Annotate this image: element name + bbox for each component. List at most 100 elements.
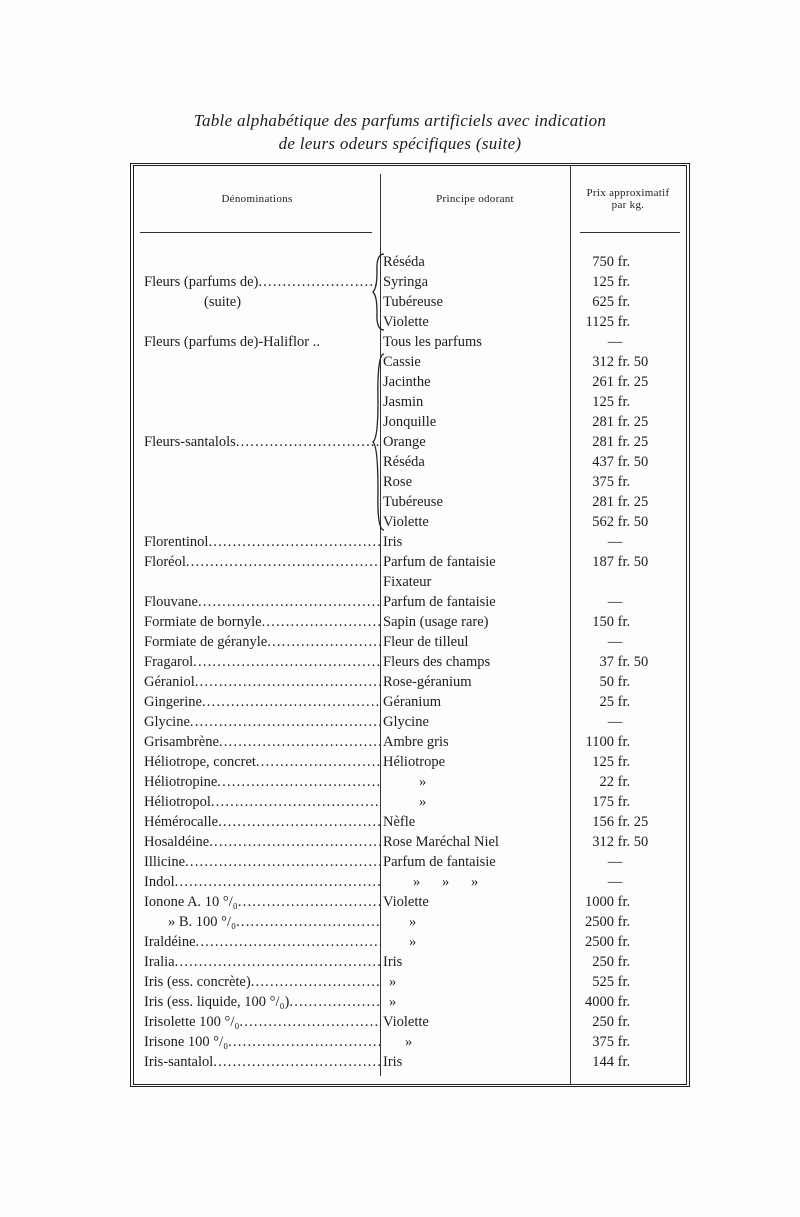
price-amount: 750 <box>592 254 614 270</box>
price-cell: 125 fr. <box>570 272 686 292</box>
price-cell: 750 fr. <box>570 252 686 272</box>
denomination-cell: Iraldéine <box>144 932 380 952</box>
price-cell: 250 fr. <box>570 1012 686 1032</box>
denomination: Héliotropine <box>144 774 218 790</box>
table-row: Violette 1125 fr. <box>134 312 686 332</box>
price-cell: 250 fr. <box>570 952 686 972</box>
table-row: Fleurs-santalols Orange 281 fr. 25 <box>134 432 686 452</box>
denomination: Héliotrope, concret <box>144 754 256 770</box>
table-row: Illicine Parfum de fantaisie — <box>134 852 686 872</box>
table-row: Irisone 100 °/₀ » 375 fr. <box>134 1032 686 1052</box>
price-unit: fr. <box>614 934 631 950</box>
price-unit: fr. 50 <box>614 514 649 530</box>
principle-cell: Syringa <box>383 274 429 290</box>
dot-leader <box>217 772 380 792</box>
principle-cell: » <box>389 994 397 1010</box>
denomination-cell: Irisone 100 °/₀ <box>144 1032 380 1052</box>
denomination: Iris-santalol <box>144 1054 214 1070</box>
price-cell: 156 fr. 25 <box>570 812 686 832</box>
price-unit: fr. <box>614 754 631 770</box>
price-amount: 281 <box>592 414 614 430</box>
price-amount: 22 <box>599 774 615 790</box>
price-cell: 25 fr. <box>570 692 686 712</box>
column-divider <box>570 166 571 1084</box>
denomination-cell: Héliotrope, concret <box>144 752 380 772</box>
price-unit: fr. 25 <box>614 374 649 390</box>
principle-cell: Parfum de fantaisie <box>383 554 496 570</box>
denomination: Irisolette 100 °/₀ <box>144 1014 240 1030</box>
denomination: Irisone 100 °/₀ <box>144 1034 229 1050</box>
table-row: Flouvane Parfum de fantaisie — <box>134 592 686 612</box>
denomination: Grisambrène <box>144 734 219 750</box>
denomination: Flouvane <box>144 594 198 610</box>
price-unit: fr. 25 <box>614 814 649 830</box>
principle-cell: Jacinthe <box>383 374 431 390</box>
price-amount: 150 <box>592 614 614 630</box>
principle-cell: Iris <box>383 534 403 550</box>
price-cell: 375 fr. <box>570 472 686 492</box>
denomination: Hémérocalle <box>144 814 219 830</box>
table-row: Iris (ess. concrète) » 525 fr. <box>134 972 686 992</box>
price-cell: 281 fr. 25 <box>570 432 686 452</box>
principle-cell: Rose Maréchal Niel <box>383 834 499 850</box>
table-row: Formiate de bornyle Sapin (usage rare) 150… <box>134 612 686 632</box>
table-row: Réséda 437 fr. 50 <box>134 452 686 472</box>
denomination-cell: Fleurs (parfums de) <box>144 272 380 292</box>
price-cell: 312 fr. 50 <box>570 352 686 372</box>
table-row: Héliotrope, concret Héliotrope 125 fr. <box>134 752 686 772</box>
denomination-cell: Iralia <box>144 952 380 972</box>
price-cell: — <box>570 852 686 872</box>
denomination: Glycine <box>144 714 190 730</box>
header-principle: Principe odorant <box>436 193 514 205</box>
dot-leader <box>175 952 380 972</box>
table-row: Fragarol Fleurs des champs 37 fr. 50 <box>134 652 686 672</box>
principle-cell: Orange <box>383 434 426 450</box>
dot-leader <box>198 592 380 612</box>
price-unit: fr. <box>614 1014 631 1030</box>
table-row: Ionone A. 10 °/₀ Violette 1000 fr. <box>134 892 686 912</box>
table-title-line-1: Table alphabétique des parfums artificie… <box>193 111 607 130</box>
table-row: Jasmin 125 fr. <box>134 392 686 412</box>
price-cell: 150 fr. <box>570 612 686 632</box>
price-cell: 437 fr. 50 <box>570 452 686 472</box>
price-unit: fr. <box>614 994 631 1010</box>
price-cell: 125 fr. <box>570 392 686 412</box>
price-cell: 187 fr. 50 <box>570 552 686 572</box>
dot-leader <box>190 712 380 732</box>
denomination-cell: Glycine <box>144 712 380 732</box>
denomination-cell: Iris-santalol <box>144 1052 380 1072</box>
price-unit: fr. <box>614 1034 631 1050</box>
price-unit: fr. <box>614 1054 631 1070</box>
principle-cell: Violette <box>383 314 429 330</box>
dot-leader <box>251 972 380 992</box>
denomination-cell: Géraniol <box>144 672 380 692</box>
table-row: Iris (ess. liquide, 100 °/₀) » 4000 fr. <box>134 992 686 1012</box>
price-cell: 312 fr. 50 <box>570 832 686 852</box>
denomination-cell: Fleurs (parfums de)-Haliflor .. <box>144 332 380 352</box>
price-amount: 125 <box>592 274 614 290</box>
price-amount: 1125 <box>585 314 614 330</box>
price-unit: fr. 25 <box>614 434 649 450</box>
denomination-cell: Illicine <box>144 852 380 872</box>
principle-cell: Jonquille <box>383 414 437 430</box>
table-row: (suite) Tubéreuse 625 fr. <box>134 292 686 312</box>
table-row: Violette 562 fr. 50 <box>134 512 686 532</box>
header-denominations: Dénominations <box>221 193 293 205</box>
table-row: Héliotropol » 175 fr. <box>134 792 686 812</box>
price-amount: 2500 <box>585 914 614 930</box>
price-amount: 156 <box>592 814 614 830</box>
price-unit: fr. <box>614 954 631 970</box>
header-price-line-1: Prix approximatif <box>586 187 670 199</box>
price-dash: — <box>607 854 623 870</box>
principle-cell: Cassie <box>383 354 421 370</box>
price-amount: 261 <box>592 374 614 390</box>
price-unit: fr. <box>614 674 631 690</box>
principle-cell: Fleur de tilleul <box>383 634 469 650</box>
dot-leader <box>236 912 380 932</box>
principle-cell: Rose <box>383 474 412 490</box>
price-cell: 125 fr. <box>570 752 686 772</box>
dot-leader <box>219 732 380 752</box>
principle-cell: » <box>409 914 417 930</box>
denomination-cell: Florentinol <box>144 532 380 552</box>
